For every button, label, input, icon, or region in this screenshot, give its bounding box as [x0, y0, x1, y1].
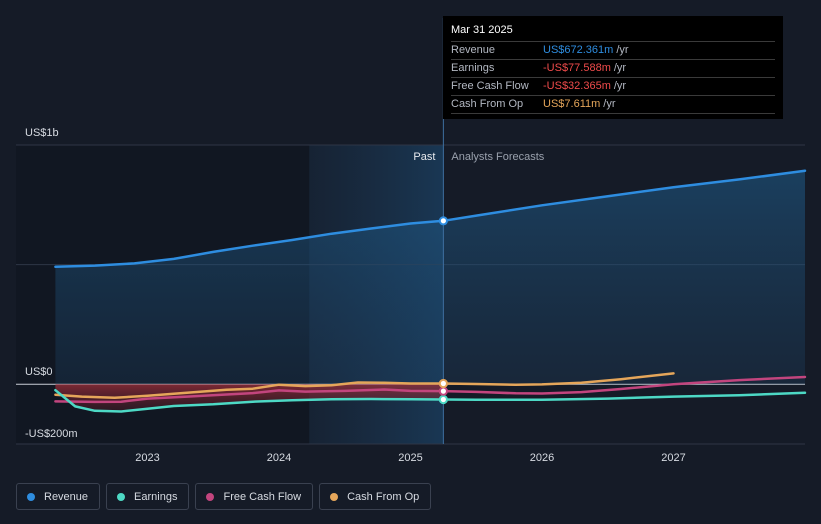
revenue-area — [55, 170, 805, 385]
past-label: Past — [413, 151, 435, 163]
series-line-revenue — [54, 169, 807, 269]
tooltip-label: Cash From Op — [451, 98, 524, 110]
tooltip-unit: /yr — [613, 62, 627, 74]
x-tick-label: 2027 — [661, 452, 685, 464]
legend-dot-icon — [27, 492, 35, 501]
legend-item-earnings[interactable]: Earnings — [106, 483, 190, 510]
legend-label: Free Cash Flow — [223, 490, 302, 503]
legend-label: Earnings — [134, 490, 178, 503]
tooltip-row-revenue: Revenue US$672.361m /yr — [451, 42, 775, 60]
tooltip-row-earnings: Earnings -US$77.588m /yr — [451, 60, 775, 78]
tooltip-row-free-cash-flow: Free Cash Flow -US$32.365m /yr — [451, 78, 775, 96]
x-tick-label: 2025 — [398, 452, 422, 464]
tooltip-date: Mar 31 2025 — [451, 23, 775, 42]
y-axis-label: -US$200m — [25, 428, 78, 440]
series-line-free-cash-flow — [54, 375, 807, 404]
data-tooltip: Mar 31 2025 Revenue US$672.361m /yr Earn… — [443, 16, 783, 119]
chart-legend: Revenue Earnings Free Cash Flow Cash Fro… — [16, 483, 432, 510]
legend-item-cash-from-op[interactable]: Cash From Op — [319, 483, 432, 510]
x-tick-label: 2026 — [530, 452, 554, 464]
tooltip-label: Revenue — [451, 44, 496, 56]
y-axis-label: US$1b — [25, 127, 59, 139]
legend-dot-icon — [117, 492, 126, 501]
tooltip-label: Earnings — [451, 62, 495, 74]
tooltip-unit: /yr — [613, 80, 627, 92]
marker-cash-from-op — [438, 378, 448, 389]
series-line-cash-from-op — [54, 372, 675, 400]
tooltip-value: US$7.611m — [543, 98, 601, 110]
y-axis-label: US$0 — [25, 366, 53, 378]
tooltip-unit: /yr — [603, 98, 616, 110]
tooltip-unit: /yr — [616, 44, 629, 56]
x-tick-label: 2023 — [135, 452, 159, 464]
marker-free-cash-flow — [438, 386, 448, 396]
series-line-earnings — [54, 388, 807, 413]
tooltip-label: Free Cash Flow — [451, 80, 529, 92]
legend-label: Cash From Op — [347, 490, 420, 503]
x-tick-label: 2024 — [267, 452, 291, 464]
legend-dot-icon — [330, 492, 339, 501]
forecast-label: Analysts Forecasts — [451, 151, 544, 163]
marker-earnings — [438, 394, 448, 405]
legend-item-revenue[interactable]: Revenue — [16, 483, 101, 510]
legend-dot-icon — [206, 492, 215, 501]
legend-item-free-cash-flow[interactable]: Free Cash Flow — [195, 483, 314, 510]
tooltip-value: -US$32.365m — [543, 80, 611, 92]
tooltip-value: -US$77.588m — [543, 62, 611, 74]
tooltip-row-cash-from-op: Cash From Op US$7.611m /yr — [451, 96, 775, 114]
tooltip-value: US$672.361m — [543, 44, 614, 56]
legend-label: Revenue — [44, 490, 89, 503]
marker-revenue — [438, 216, 448, 226]
